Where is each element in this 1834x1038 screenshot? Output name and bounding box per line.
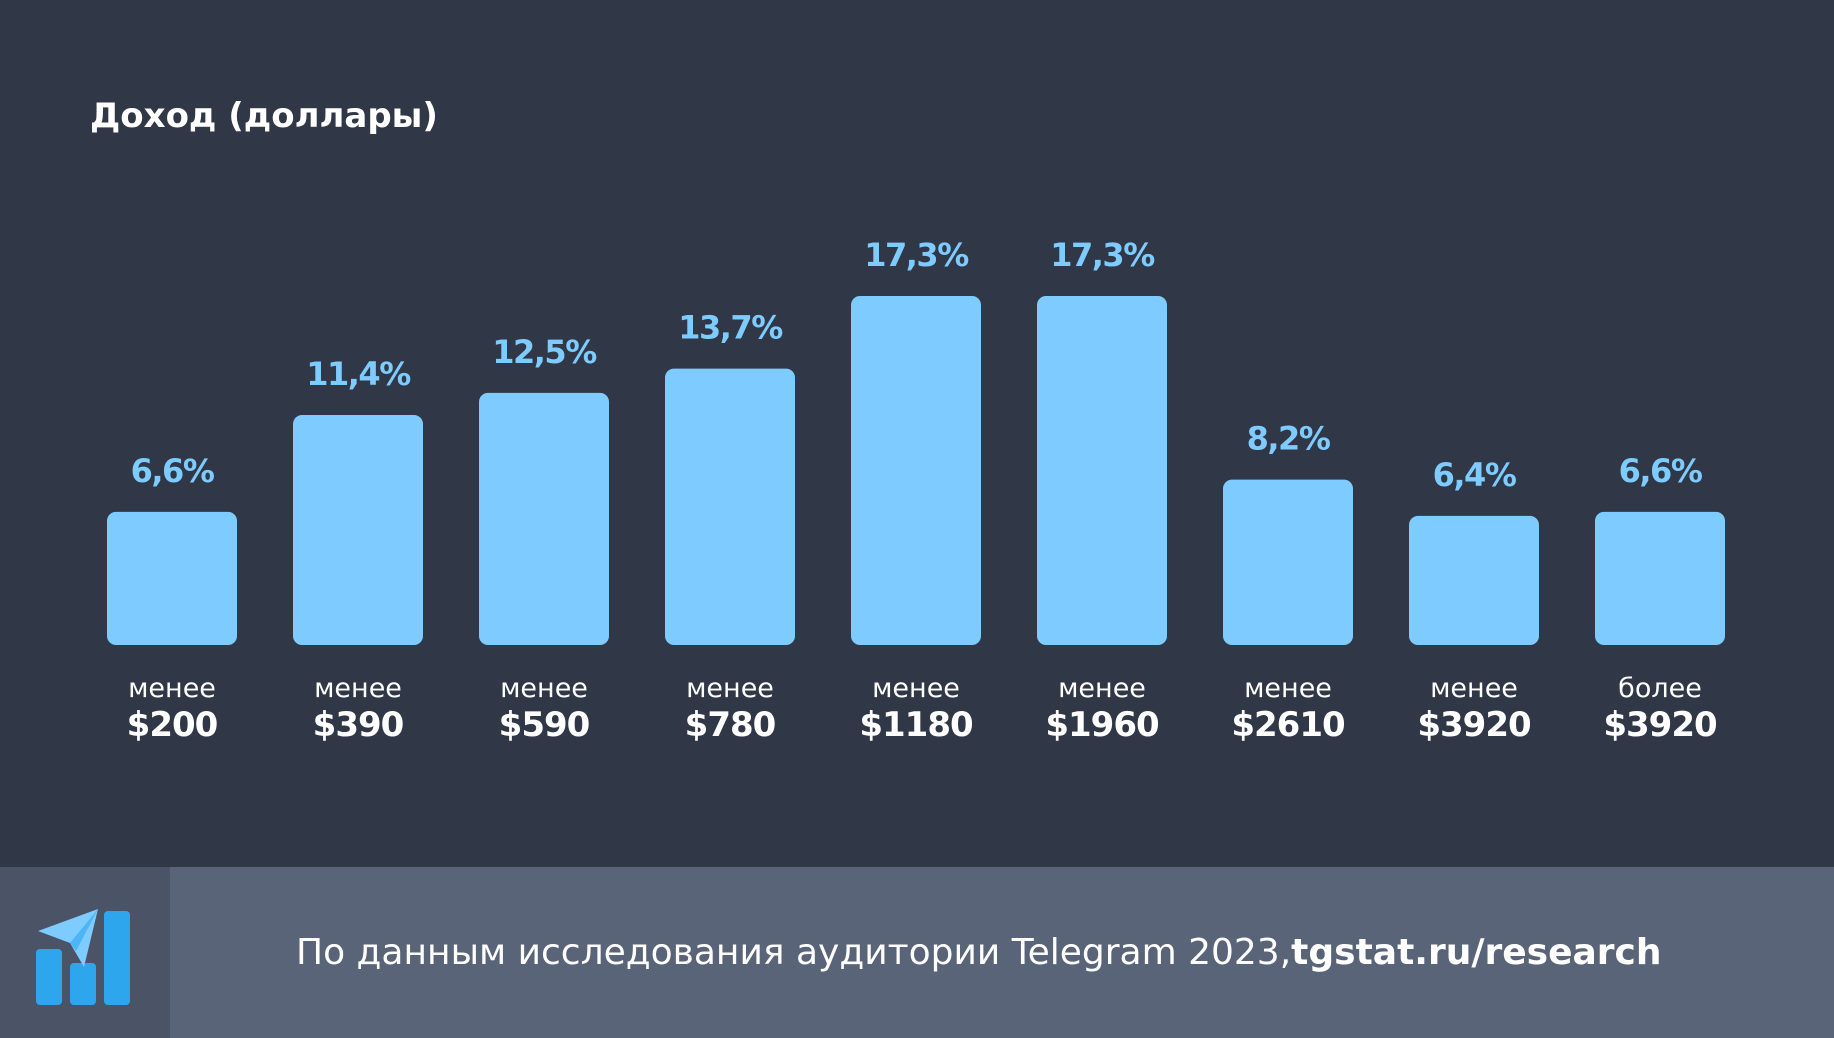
category-prefix-label: менее (686, 673, 774, 704)
value-label: 6,4% (1433, 456, 1517, 494)
chart-title: Доход (доллары) (90, 96, 438, 136)
bar (1223, 479, 1353, 645)
bar (1595, 511, 1725, 645)
category-prefix-label: менее (500, 673, 588, 704)
category-amount-label: $200 (127, 705, 218, 745)
bar (107, 511, 237, 645)
footer: По данным исследования аудитории Telegra… (0, 867, 1834, 1038)
value-label: 11,4% (306, 355, 411, 393)
bar (293, 415, 423, 645)
value-label: 17,3% (1050, 236, 1155, 274)
value-label: 6,6% (1619, 452, 1703, 490)
bar (1037, 296, 1167, 645)
category-prefix-label: менее (1058, 673, 1146, 704)
category-amount-label: $3920 (1417, 705, 1531, 745)
bar (851, 296, 981, 645)
bar (1409, 515, 1539, 645)
source-link[interactable]: tgstat.ru/research (1291, 932, 1662, 973)
category-amount-label: $780 (685, 705, 776, 745)
category-prefix-label: менее (1244, 673, 1332, 704)
category-amount-label: $1960 (1045, 705, 1159, 745)
category-prefix-label: менее (872, 673, 960, 704)
source-text: По данным исследования аудитории Telegra… (296, 932, 1292, 973)
tgstat-logo-icon (36, 909, 130, 1005)
category-prefix-label: более (1618, 673, 1702, 704)
value-label: 12,5% (492, 333, 597, 371)
category-amount-label: $3920 (1603, 705, 1717, 745)
bar-chart: 6,6%менее$20011,4%менее$39012,5%менее$59… (107, 236, 1725, 745)
value-label: 6,6% (131, 452, 215, 490)
bar (665, 368, 795, 645)
value-label: 17,3% (864, 236, 969, 274)
category-prefix-label: менее (1430, 673, 1518, 704)
category-amount-label: $390 (313, 705, 404, 745)
source-note: По данным исследования аудитории Telegra… (296, 867, 1662, 1038)
category-amount-label: $2610 (1231, 705, 1345, 745)
category-prefix-label: менее (314, 673, 402, 704)
category-amount-label: $1180 (859, 705, 973, 745)
value-label: 13,7% (678, 309, 783, 347)
value-label: 8,2% (1247, 420, 1331, 458)
category-prefix-label: менее (128, 673, 216, 704)
logo-container (0, 867, 170, 1038)
bar (479, 392, 609, 645)
category-amount-label: $590 (499, 705, 590, 745)
